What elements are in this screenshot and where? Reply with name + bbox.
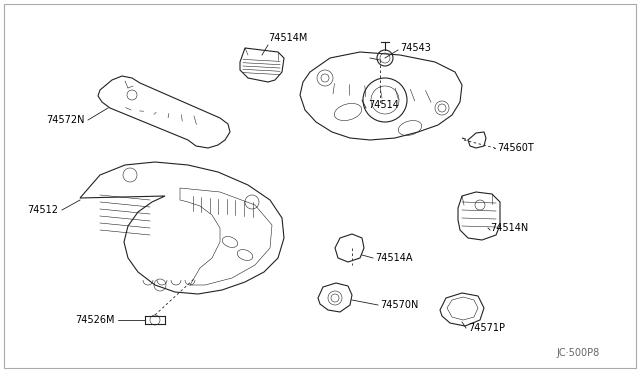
- Text: 74572N: 74572N: [47, 115, 85, 125]
- Text: 74543: 74543: [400, 43, 431, 53]
- Text: 74560T: 74560T: [497, 143, 534, 153]
- Text: 74512: 74512: [27, 205, 58, 215]
- Text: 74514M: 74514M: [268, 33, 307, 43]
- Text: 74570N: 74570N: [380, 300, 419, 310]
- Text: 74514: 74514: [368, 100, 399, 110]
- Text: 74526M: 74526M: [76, 315, 115, 325]
- Text: 74514A: 74514A: [375, 253, 413, 263]
- Text: 74571P: 74571P: [468, 323, 505, 333]
- Text: JC·500P8: JC·500P8: [557, 348, 600, 358]
- Text: 74514N: 74514N: [490, 223, 528, 233]
